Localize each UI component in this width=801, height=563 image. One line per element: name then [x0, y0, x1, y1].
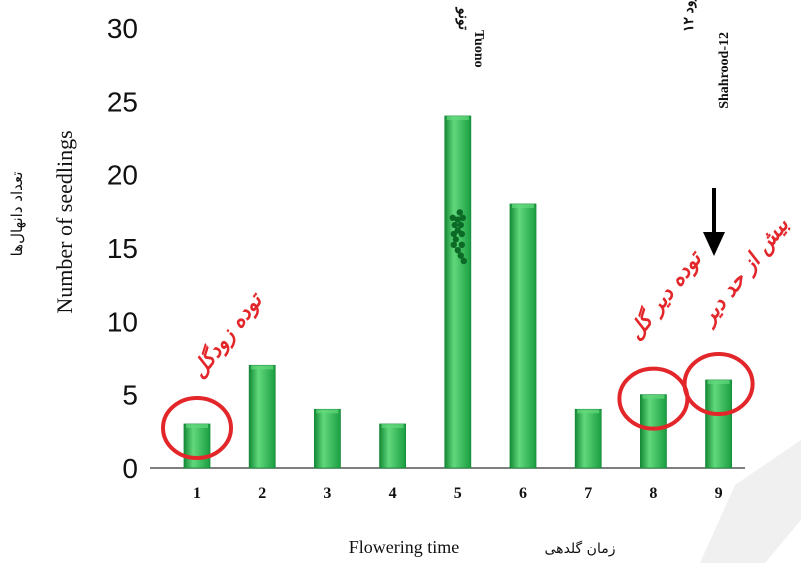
marker-dot — [454, 216, 461, 223]
bar-top-highlight — [381, 424, 404, 428]
y-tick-label: 5 — [122, 380, 138, 411]
x-tick-label: 5 — [454, 485, 462, 502]
highlight-circle — [682, 352, 755, 416]
marker-dot — [457, 221, 464, 229]
x-tick-label: 4 — [389, 485, 397, 502]
x-axis-title-persian: زمان گلدهی — [545, 540, 616, 557]
bar-top-highlight — [512, 204, 534, 208]
marker-dot — [458, 230, 465, 238]
y-tick-label: 30 — [107, 13, 138, 44]
bars-group — [183, 115, 732, 469]
x-tick-label: 3 — [323, 485, 331, 502]
marker-dot — [451, 221, 458, 229]
y-axis-title-persian: تعداد دانهال‌ها — [8, 172, 26, 257]
bar — [705, 379, 732, 469]
x-tick-label: 1 — [193, 485, 201, 502]
y-axis-title: Number of seedlings — [52, 130, 77, 313]
marker-dot — [450, 241, 457, 248]
bar — [640, 394, 667, 469]
late-group-annotation: توده دیر گل — [622, 244, 709, 345]
shahrood-label: Shahrood-12 — [717, 32, 732, 109]
marker-dot — [459, 214, 466, 221]
y-tick-label: 0 — [122, 453, 138, 484]
down-arrow-icon — [703, 188, 725, 256]
watermark-streak — [700, 440, 801, 563]
marker-dot — [452, 236, 459, 243]
bar — [444, 115, 472, 469]
x-tick-label: 2 — [258, 485, 266, 502]
marker-dot — [450, 230, 457, 238]
tuono-label: Tuono — [471, 30, 486, 68]
bar-top-highlight — [316, 409, 339, 414]
x-tick-labels: 1 2 3 4 5 6 7 8 9 — [193, 485, 723, 502]
marker-dot — [458, 241, 465, 248]
bar — [248, 364, 276, 469]
very-late-annotation: بیش از حد دیر — [694, 212, 795, 331]
y-tick-label: 20 — [107, 160, 138, 191]
marker-dot — [449, 214, 456, 221]
y-tick-label: 15 — [107, 233, 138, 264]
bar — [379, 423, 407, 469]
bar — [183, 423, 211, 469]
bar-top-highlight — [707, 380, 730, 384]
x-tick-label: 8 — [649, 485, 657, 502]
bar-top-highlight — [251, 365, 274, 370]
bar — [313, 408, 341, 469]
x-tick-label: 6 — [519, 485, 527, 502]
marker-dot — [460, 257, 467, 265]
tuono-label-persian: تونو — [455, 7, 470, 30]
marker-dot — [456, 209, 463, 216]
y-tick-label: 10 — [107, 306, 138, 337]
bar — [509, 203, 537, 469]
bar-top-highlight — [577, 409, 600, 414]
y-tick-label: 25 — [107, 86, 138, 117]
shahrood-label-persian: شاهرود ۱۲ — [682, 0, 697, 32]
annotation-layer — [161, 209, 755, 460]
bar-top-highlight — [642, 394, 665, 399]
y-tick-labels: 0 5 10 15 20 25 30 — [107, 13, 138, 484]
bar-top-highlight — [186, 424, 208, 428]
bar — [574, 408, 602, 469]
x-tick-label: 9 — [715, 485, 723, 502]
highlight-circle — [161, 396, 233, 460]
bar-top-highlight — [446, 116, 469, 120]
x-tick-label: 7 — [584, 485, 592, 502]
marker-dot — [454, 247, 461, 254]
marker-dot — [457, 252, 464, 259]
x-axis-title: Flowering time — [349, 537, 460, 557]
